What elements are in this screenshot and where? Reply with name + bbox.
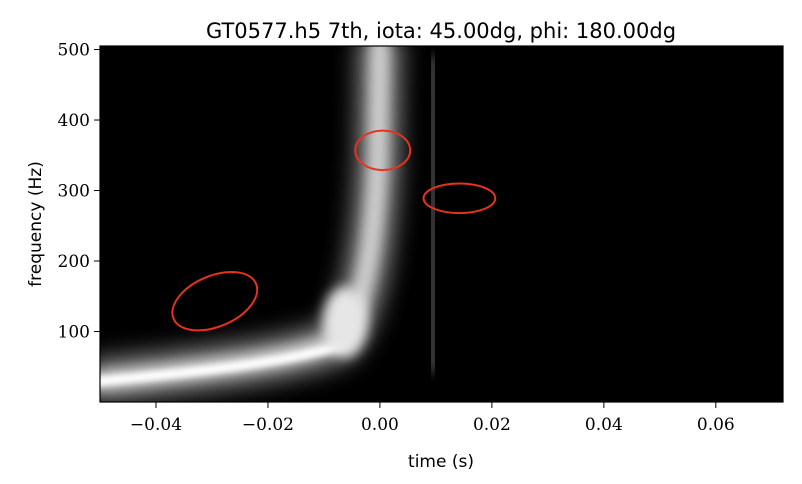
y-tick-label: 400 [58, 111, 90, 131]
x-tick-label: 0.06 [697, 415, 735, 435]
y-tick-label: 100 [58, 323, 90, 343]
y-axis-label: frequency (Hz) [26, 161, 46, 287]
y-axis: 100 200 300 400 500 [58, 41, 100, 343]
y-tick-label: 200 [58, 252, 90, 272]
annotation-ellipse-2 [354, 129, 412, 172]
annotation-ellipse-3 [422, 182, 497, 215]
y-tick-label: 500 [58, 41, 90, 61]
chirp-core [100, 339, 347, 386]
ringdown-streak [424, 55, 442, 373]
chart-title: GT0577.h5 7th, iota: 45.00dg, phi: 180.0… [206, 19, 676, 43]
annotation-ellipse-1 [171, 271, 259, 332]
x-tick-label: 0.00 [361, 415, 399, 435]
heatmap-intensity [100, 46, 520, 402]
annotation-layer [171, 129, 497, 332]
x-tick-label: 0.02 [473, 415, 511, 435]
merger-glow [323, 287, 367, 357]
heatmap-area [100, 46, 783, 402]
plot-frame [99, 45, 784, 403]
x-axis: −0.04 −0.02 0.00 0.02 0.04 0.06 [130, 402, 735, 435]
x-axis-label: time (s) [408, 452, 474, 472]
x-tick-label: 0.04 [585, 415, 623, 435]
x-tick-label: −0.04 [130, 415, 182, 435]
y-tick-label: 300 [58, 182, 90, 202]
x-tick-label: −0.02 [242, 415, 294, 435]
